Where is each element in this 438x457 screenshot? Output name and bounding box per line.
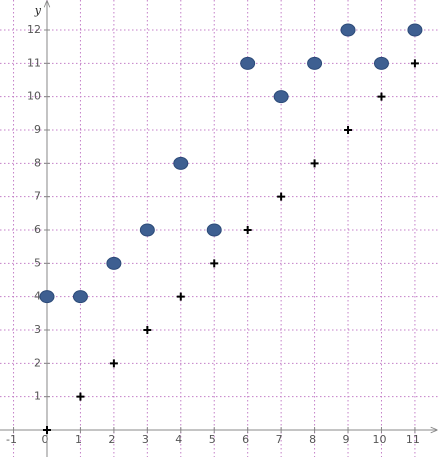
x-tick-label: 6 [242,433,249,446]
x-tick-label: -1 [6,433,17,446]
y-tick-label: 3 [34,323,41,336]
x-tick-label: 1 [75,433,82,446]
x-tick-label: 10 [372,433,386,446]
y-tick-label: 4 [34,290,41,303]
point [344,126,353,134]
point [106,256,122,270]
y-tick-label: 2 [34,356,41,369]
x-tick-label: 0 [41,433,48,446]
x-tick-label: 9 [343,433,350,446]
point [176,292,185,301]
y-tick-label: 9 [34,123,41,136]
point [173,156,189,170]
x-tick-label: 7 [276,433,283,446]
y-tick-label: 11 [27,56,41,69]
x-tick-label: 8 [309,433,316,446]
point [42,426,51,434]
y-tick-label: 7 [34,190,41,203]
y-tick-label: 6 [34,223,41,236]
y-tick-label: 12 [27,23,41,36]
point [307,56,323,70]
point [377,92,386,101]
point [410,59,419,68]
point [76,392,85,401]
point [243,226,252,234]
point [277,192,286,201]
point [340,23,356,37]
point [39,290,55,304]
x-tick-label: 11 [406,433,420,446]
point [143,326,152,334]
point [240,56,256,70]
y-axis-label: y [34,4,42,17]
y-tick-label: 1 [34,390,41,403]
point [109,359,118,368]
point [206,223,222,237]
marks [39,23,423,434]
point [72,290,88,304]
y-tick-label: 5 [34,256,41,269]
x-tick-label: 5 [209,433,216,446]
point [373,56,389,70]
point [407,23,423,37]
y-tick-label: 10 [27,90,41,103]
x-tick-label: 2 [108,433,115,446]
point [139,223,155,237]
point [273,90,289,104]
y-tick-label: 8 [34,156,41,169]
x-tick-label: 4 [175,433,182,446]
x-tick-label: 3 [142,433,149,446]
point [310,159,319,168]
point [210,259,219,268]
